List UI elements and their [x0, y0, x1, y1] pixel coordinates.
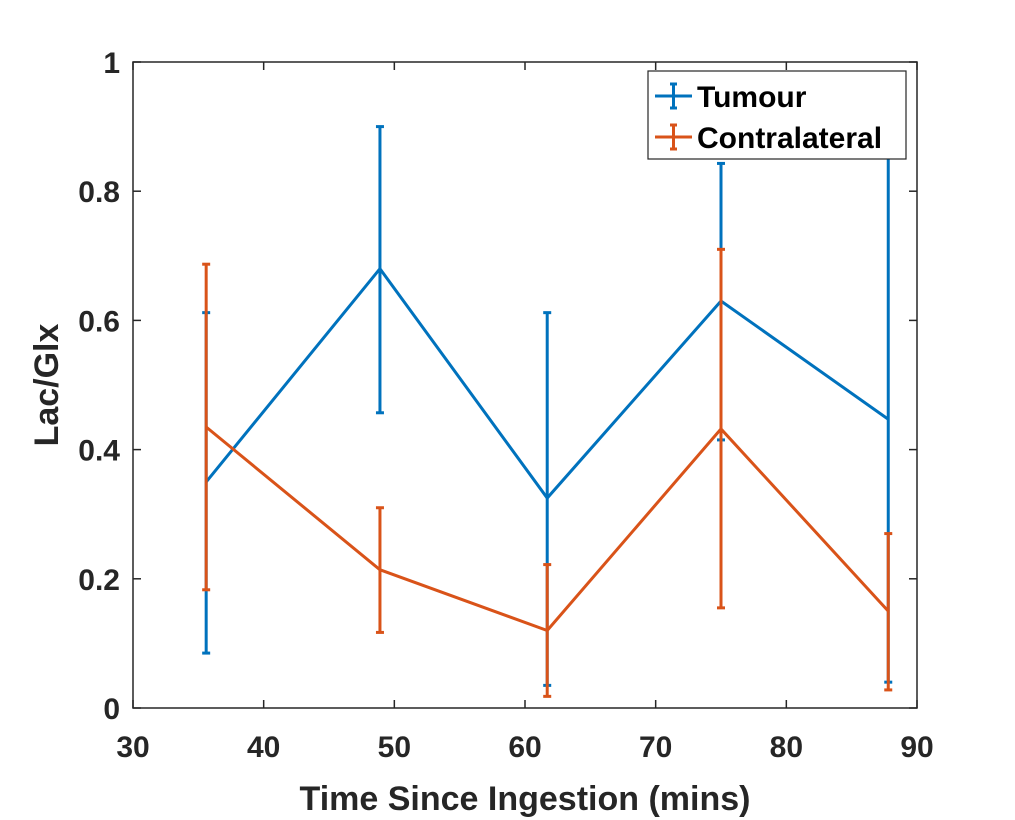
plot-frame [132, 61, 918, 709]
legend-label: Contralateral [697, 122, 882, 155]
x-tick-label: 30 [116, 731, 149, 764]
y-tick-label: 0.4 [78, 435, 120, 468]
x-tick-label: 70 [639, 731, 672, 764]
legend-item: Tumour [655, 81, 807, 114]
x-tick-label: 40 [247, 731, 280, 764]
x-tick-label: 90 [900, 731, 933, 764]
tick-labels: 30 40 50 60 70 80 90 0 0.2 0.4 0.6 0.8 1 [78, 47, 933, 764]
y-axis-label: Lac/Glx [28, 323, 66, 446]
legend-item: Contralateral [655, 122, 882, 155]
y-tick-label: 0.2 [78, 564, 120, 597]
x-tick-label: 50 [378, 731, 411, 764]
legend-label: Tumour [697, 81, 807, 114]
legend-box [647, 70, 907, 160]
y-tick-label: 0.8 [78, 176, 120, 209]
legend: Tumour Contralateral [647, 70, 907, 160]
y-tick-label: 1 [103, 47, 120, 80]
series-line [205, 266, 890, 501]
x-tick-label: 60 [508, 731, 541, 764]
x-tick-label: 80 [770, 731, 803, 764]
x-axis-label: Time Since Ingestion (mins) [300, 780, 751, 818]
plot-area [133, 62, 917, 708]
series-contralateral [202, 247, 893, 698]
series-layer [202, 125, 893, 698]
y-tick-label: 0.6 [78, 305, 120, 338]
y-tick-label: 0 [103, 693, 120, 726]
series-line [205, 425, 890, 633]
